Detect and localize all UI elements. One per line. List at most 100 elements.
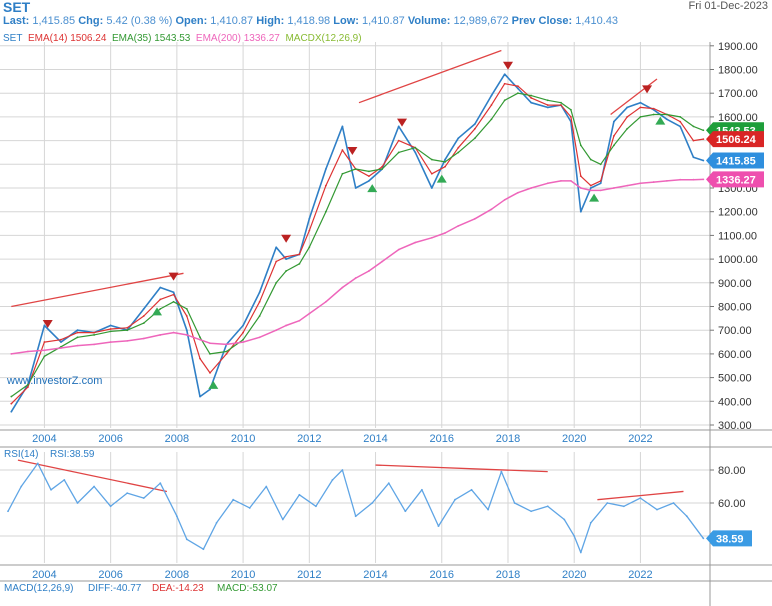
point-rsi-45 [685, 515, 688, 518]
point-ema200-43 [626, 184, 629, 187]
point-set-24 [368, 179, 370, 182]
point-rsi-33 [513, 502, 516, 504]
point-ema200-13 [209, 342, 211, 345]
point-set-49 [702, 159, 705, 162]
point-ema200-16 [258, 336, 261, 339]
point-ema35-48 [692, 125, 695, 128]
point-ema200-3 [60, 347, 62, 349]
point-ema35-36 [546, 99, 549, 102]
point-set-43 [626, 106, 629, 109]
rsi-x-tick-label-2012: 2012 [297, 569, 321, 581]
point-rsi-26 [404, 510, 407, 513]
point-rsi-10 [159, 482, 162, 485]
point-ema200-19 [298, 319, 301, 322]
quote-stats: Last: 1,415.85 Chg: 5.42 (0.38 %) Open: … [3, 15, 618, 27]
point-set-2 [43, 324, 46, 327]
point-rsi-25 [387, 482, 390, 485]
point-ema200-5 [93, 343, 95, 346]
point-ema14-13 [209, 371, 211, 374]
point-rsi-29 [454, 498, 456, 501]
rsi-tick-label-60: 60.00 [718, 498, 746, 510]
point-rsi-21 [331, 479, 334, 481]
chart-date: Fri 01-Dec-2023 [688, 0, 768, 12]
point-ema35-15 [242, 338, 244, 341]
price-axis: 300.00 400.00 500.00 600.00 700.00 800.00 900.… [710, 41, 758, 432]
point-ema200-15 [242, 341, 244, 343]
point-ema200-40 [589, 189, 592, 192]
point-ema14-21 [324, 184, 327, 187]
point-ema35-28 [430, 158, 433, 161]
point-ema35-17 [275, 281, 278, 284]
open-label: Open: [175, 15, 208, 27]
point-ema35-0 [10, 395, 13, 398]
point-rsi-44 [672, 502, 675, 504]
chg-label: Chg: [78, 15, 104, 27]
point-ema35-4 [76, 336, 79, 339]
point-ema14-38 [569, 116, 572, 118]
point-ema35-26 [397, 151, 400, 154]
point-set-23 [354, 187, 357, 189]
macd-label: MACD(12,26,9) [4, 583, 73, 594]
point-set-18 [285, 258, 288, 260]
price-tag-2: 1415.85 [716, 156, 756, 168]
sell-marker-4 [397, 118, 408, 127]
point-ema14-2 [43, 341, 46, 343]
price-tick-label-700: 700.00 [718, 325, 752, 337]
point-ema200-0 [10, 353, 13, 355]
point-ema14-6 [109, 328, 112, 330]
chg-value: 5.42 (0.38 %) [106, 15, 173, 27]
trendline-0 [11, 272, 184, 308]
legend-ema200-value: 1336.27 [243, 33, 280, 44]
last-value: 1,415.85 [32, 15, 76, 27]
point-ema35-37 [560, 101, 562, 104]
point-ema35-46 [666, 113, 668, 116]
point-ema200-46 [666, 179, 668, 182]
rsi-grid [0, 452, 710, 563]
point-ema14-49 [702, 138, 705, 141]
x-tick-label-2014: 2014 [363, 433, 387, 445]
point-ema35-44 [639, 116, 642, 118]
point-ema35-7 [126, 329, 129, 332]
point-ema35-31 [473, 137, 476, 140]
point-ema200-6 [109, 341, 112, 343]
point-ema14-34 [517, 85, 519, 87]
rsi-tag-bg [706, 530, 752, 547]
price-tag-3: 1336.27 [716, 174, 756, 186]
point-ema14-29 [444, 165, 446, 168]
point-rsi-19 [298, 493, 301, 496]
point-rsi-30 [470, 488, 473, 491]
point-ema200-29 [444, 232, 446, 234]
price-tag-bg-2 [706, 152, 764, 169]
point-ema200-35 [530, 187, 533, 189]
point-ema14-10 [172, 293, 175, 296]
point-ema200-26 [397, 248, 400, 251]
point-ema200-11 [185, 334, 188, 336]
point-ema14-14 [225, 353, 228, 355]
point-set-27 [414, 151, 417, 154]
sell-marker-0 [42, 320, 53, 329]
x-tick-label-2006: 2006 [98, 433, 122, 445]
point-ema200-18 [285, 324, 288, 327]
point-ema200-1 [26, 350, 29, 353]
point-set-6 [109, 324, 112, 327]
x-tick-label-2020: 2020 [562, 433, 586, 445]
rsi-tag: 38.59 [716, 533, 744, 545]
point-set-8 [142, 307, 145, 310]
point-ema14-15 [242, 331, 244, 334]
point-ema200-38 [569, 179, 572, 182]
point-rsi-7 [109, 505, 112, 508]
point-rsi-5 [76, 502, 79, 504]
point-rsi-38 [579, 551, 582, 554]
price-tick-label-1900: 1900.00 [718, 41, 758, 53]
point-ema35-18 [285, 270, 288, 272]
point-ema14-39 [579, 175, 582, 178]
series-line-set [10, 73, 704, 413]
point-ema35-45 [652, 113, 655, 116]
point-ema200-24 [368, 270, 370, 272]
point-ema35-24 [368, 170, 370, 173]
buy-marker-5 [655, 116, 666, 125]
point-ema35-47 [679, 116, 682, 118]
point-set-40 [589, 187, 592, 189]
macd-dea: DEA:-14.23 [152, 583, 204, 594]
point-ema14-18 [285, 255, 288, 258]
